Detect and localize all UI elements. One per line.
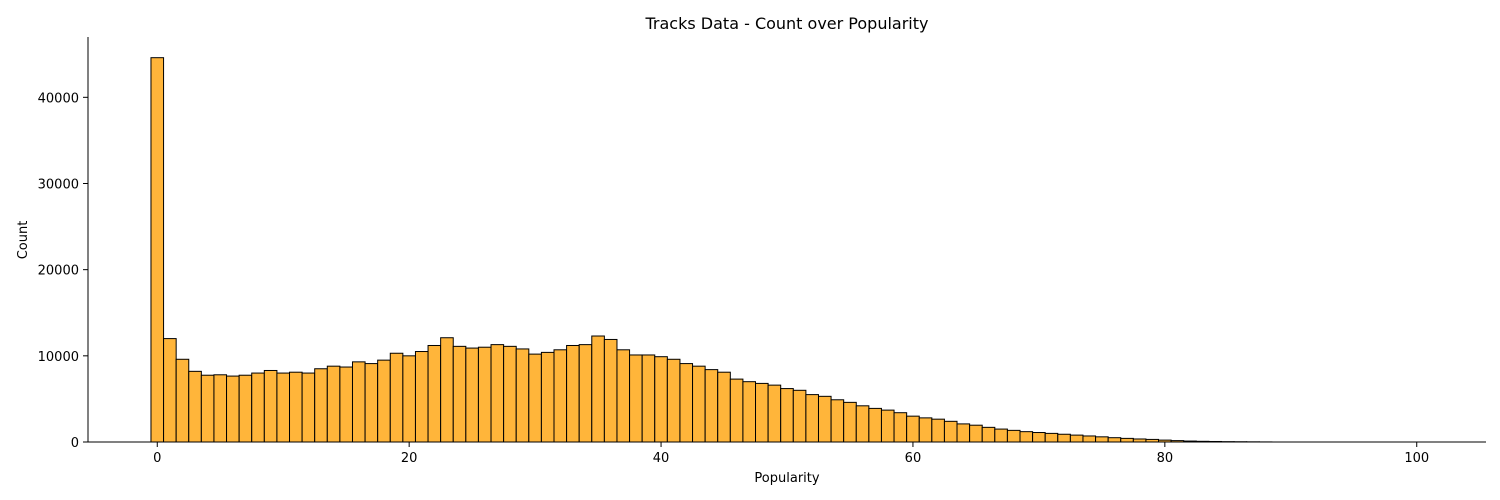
histogram-bar [969, 424, 983, 443]
histogram-bar [1032, 432, 1046, 443]
histogram-bar [704, 369, 719, 443]
histogram-bar [377, 359, 391, 443]
histogram-bar [477, 346, 492, 443]
histogram-bar [389, 352, 404, 443]
histogram-bar [528, 353, 542, 443]
histogram-bar [314, 368, 328, 443]
histogram-bar [641, 354, 656, 443]
x-tick-label: 60 [905, 451, 922, 466]
histogram-bar [906, 415, 920, 443]
x-tick-label: 0 [153, 451, 161, 466]
histogram-bar [880, 409, 895, 443]
histogram-bar [440, 337, 454, 443]
histogram-bar [515, 348, 530, 443]
histogram-bar [465, 347, 479, 443]
histogram-bar [175, 358, 190, 443]
histogram-bar [603, 338, 618, 443]
y-tick-label: 0 [71, 436, 79, 451]
histogram-bar [893, 412, 908, 443]
histogram-bar [188, 370, 202, 443]
x-axis-label: Popularity [754, 471, 819, 486]
histogram-bar [1057, 433, 1071, 443]
histogram-bar [553, 349, 568, 443]
histogram-bar [767, 384, 782, 443]
histogram-bar [817, 395, 832, 443]
histogram-bar [490, 344, 505, 443]
histogram-bar [679, 363, 694, 443]
x-tick-label: 100 [1404, 451, 1429, 466]
histogram-bar [981, 426, 996, 443]
bars-group [150, 57, 1273, 443]
chart-title: Tracks Data - Count over Popularity [645, 14, 929, 33]
histogram-bar [805, 394, 819, 443]
histogram-bar [1019, 431, 1034, 443]
histogram-bar [163, 338, 177, 443]
y-tick-label: 10000 [38, 350, 79, 365]
y-tick-label: 20000 [38, 264, 79, 279]
histogram-bar [616, 349, 631, 443]
histogram-bar [150, 57, 165, 443]
histogram-bar [918, 417, 933, 443]
histogram-bar [1006, 429, 1021, 443]
y-tick-label: 30000 [38, 177, 79, 192]
histogram-bar [629, 354, 643, 443]
histogram-bar [301, 372, 316, 443]
histogram-bar [276, 372, 291, 443]
y-axis-ticks: 0 10000 20000 30000 40000 [38, 91, 88, 451]
histogram-bar [742, 381, 757, 443]
histogram-bar [692, 365, 706, 443]
histogram-bar [339, 366, 353, 443]
histogram-bar [226, 375, 240, 443]
histogram-bar [956, 423, 971, 443]
histogram-bar [1095, 436, 1109, 443]
histogram-bar [780, 388, 794, 443]
histogram-bar [755, 382, 769, 443]
histogram-bar [729, 378, 744, 443]
histogram-bar [1107, 437, 1122, 443]
histogram-bar [943, 420, 958, 443]
histogram-bar [666, 358, 681, 443]
histogram-bar [994, 428, 1008, 443]
histogram-bar [830, 399, 845, 443]
y-axis-label: Count [16, 221, 31, 260]
histogram-bar [213, 374, 228, 443]
histogram-bar [427, 344, 442, 443]
histogram-bar [452, 345, 467, 443]
histogram-bar [200, 374, 215, 443]
histogram-bar [1069, 434, 1084, 443]
histogram-bar [843, 401, 857, 443]
histogram-bar [591, 335, 605, 443]
histogram-bar [251, 372, 265, 443]
histogram-bar [1120, 437, 1134, 443]
histogram-bar [654, 356, 668, 443]
y-tick-label: 40000 [38, 91, 79, 106]
x-axis-ticks: 0 20 40 60 80 100 [153, 442, 1429, 466]
histogram-bar [855, 405, 870, 443]
histogram-bar [351, 361, 366, 443]
histogram-bar [566, 344, 580, 443]
histogram-bar [717, 371, 731, 443]
histogram-bar [1044, 432, 1059, 443]
histogram-bar [414, 351, 429, 443]
histogram-bar [402, 355, 416, 443]
histogram-bar [289, 371, 303, 443]
histogram-bar [238, 374, 253, 443]
histogram-bar [263, 369, 278, 443]
histogram-bar [578, 344, 593, 443]
histogram-bar [540, 351, 555, 443]
x-tick-label: 20 [401, 451, 418, 466]
histogram-bar [868, 407, 882, 443]
histogram-bar [1082, 435, 1097, 443]
histogram-bar [931, 418, 945, 443]
histogram-bar [326, 365, 341, 443]
histogram-bar [792, 389, 807, 443]
x-tick-label: 40 [653, 451, 670, 466]
x-tick-label: 80 [1157, 451, 1174, 466]
histogram-bar [503, 345, 517, 443]
histogram-bar [364, 363, 379, 443]
